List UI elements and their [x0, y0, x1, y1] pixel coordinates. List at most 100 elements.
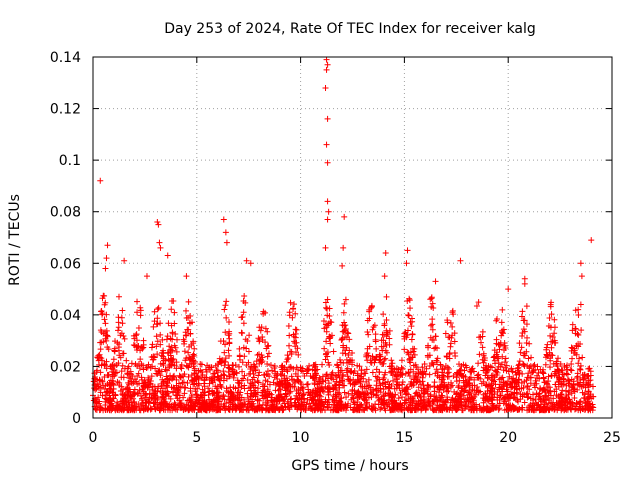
data-point [577, 398, 584, 405]
data-point [192, 358, 199, 365]
data-point [375, 385, 382, 392]
data-point [210, 390, 217, 397]
data-point [379, 331, 386, 338]
data-point [349, 357, 356, 364]
data-point [285, 323, 292, 330]
data-point [343, 367, 350, 374]
data-point [380, 311, 387, 318]
data-point [244, 376, 251, 383]
data-point [134, 298, 141, 305]
data-point [264, 371, 271, 378]
data-point [247, 365, 254, 372]
data-point [258, 352, 265, 359]
data-point [193, 391, 200, 398]
data-point [133, 347, 140, 354]
data-point [155, 221, 162, 228]
data-point [173, 348, 180, 355]
data-point [579, 354, 586, 361]
data-point [425, 396, 432, 403]
data-point [101, 386, 108, 393]
data-point [289, 383, 296, 390]
data-point [185, 298, 192, 305]
data-point [127, 368, 134, 375]
data-point [238, 383, 245, 390]
data-point [191, 345, 198, 352]
data-point [369, 326, 376, 333]
data-point [389, 406, 396, 413]
data-point [90, 378, 97, 385]
data-point [104, 333, 111, 340]
data-point [521, 352, 528, 359]
data-point [223, 375, 230, 382]
data-point [358, 367, 365, 374]
data-point [268, 394, 275, 401]
data-point [220, 368, 227, 375]
data-point [380, 393, 387, 400]
data-point [187, 387, 194, 394]
data-point [149, 386, 156, 393]
data-point [496, 346, 503, 353]
data-point [589, 383, 596, 390]
data-point [157, 341, 164, 348]
data-point [325, 380, 332, 387]
data-point [99, 392, 106, 399]
data-point [514, 365, 521, 372]
data-point [102, 265, 109, 272]
data-point [401, 346, 408, 353]
data-point [386, 403, 393, 410]
data-point [119, 392, 126, 399]
data-point [452, 402, 459, 409]
data-point [354, 362, 361, 369]
data-point [226, 352, 233, 359]
data-point [409, 345, 416, 352]
data-point [406, 372, 413, 379]
data-point [181, 384, 188, 391]
data-point [493, 349, 500, 356]
data-point [165, 320, 172, 327]
data-point [150, 323, 157, 330]
data-point [121, 257, 128, 264]
data-point [226, 330, 233, 337]
data-point [515, 379, 522, 386]
data-point [416, 392, 423, 399]
data-point [446, 351, 453, 358]
data-point [524, 390, 531, 397]
data-point [409, 354, 416, 361]
data-point [162, 366, 169, 373]
data-point [382, 407, 389, 414]
data-point [410, 348, 417, 355]
data-point [256, 369, 263, 376]
data-point [236, 353, 243, 360]
data-point [299, 385, 306, 392]
data-point [102, 395, 109, 402]
data-point [449, 323, 456, 330]
data-point [526, 386, 533, 393]
data-point [151, 354, 158, 361]
data-point [425, 344, 432, 351]
data-point [105, 396, 112, 403]
data-point [117, 354, 124, 361]
data-point [118, 407, 125, 414]
data-point [497, 392, 504, 399]
data-point [267, 362, 274, 369]
data-point [505, 286, 512, 293]
data-point [368, 406, 375, 413]
data-point [364, 329, 371, 336]
data-point [127, 395, 134, 402]
data-point [505, 368, 512, 375]
data-point [132, 403, 139, 410]
data-point [483, 366, 490, 373]
data-point [414, 378, 421, 385]
data-point [548, 351, 555, 358]
data-point [339, 373, 346, 380]
data-point [102, 329, 109, 336]
data-point [339, 335, 346, 342]
data-point [170, 355, 177, 362]
data-point [389, 360, 396, 367]
data-point [102, 320, 109, 327]
data-point [439, 365, 446, 372]
data-point [222, 358, 229, 365]
data-point [575, 311, 582, 318]
data-point [225, 399, 232, 406]
data-point [578, 273, 585, 280]
